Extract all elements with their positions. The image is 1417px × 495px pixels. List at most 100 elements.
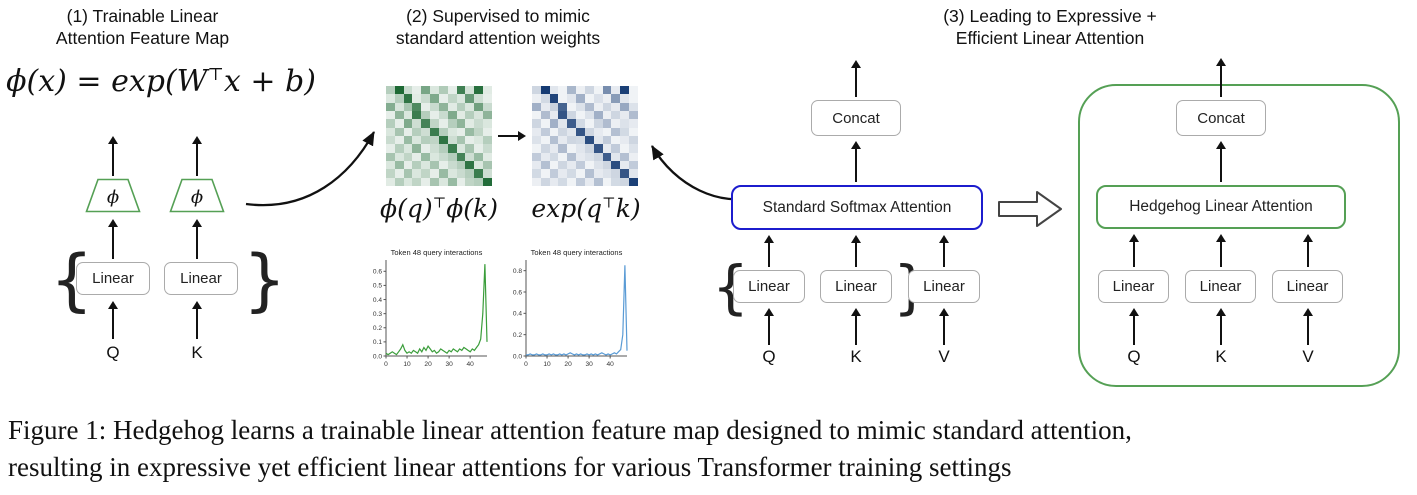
svg-text:0: 0 xyxy=(384,361,388,368)
up-arrow-icon xyxy=(851,141,861,182)
right-brace: } xyxy=(243,241,287,320)
formula-post: x + b) xyxy=(223,64,316,99)
panel1-title: (1) Trainable Linear Attention Feature M… xyxy=(30,5,255,49)
up-arrow-icon xyxy=(192,301,202,339)
linear-box-v: Linear xyxy=(908,270,980,303)
svg-text:0.0: 0.0 xyxy=(513,353,522,360)
panel2-title-line1: (2) Supervised to mimic xyxy=(406,6,590,26)
svg-text:0: 0 xyxy=(524,361,528,368)
up-arrow-icon xyxy=(851,308,861,345)
svg-text:0.6: 0.6 xyxy=(513,289,522,296)
up-arrow-icon xyxy=(1216,141,1226,182)
curved-arrow-panel1-to-panel2 xyxy=(245,131,376,207)
panel2-title: (2) Supervised to mimic standard attenti… xyxy=(358,5,638,49)
phi-label: ϕ xyxy=(191,187,203,208)
v-input-label: V xyxy=(938,347,950,366)
phi-trapezoid-q: ϕ xyxy=(85,178,141,213)
up-arrow-icon xyxy=(1216,308,1226,345)
transpose-symbol: ⊤ xyxy=(602,195,616,212)
linear-box-q: Linear xyxy=(733,270,805,303)
label-pre: ϕ(q) xyxy=(380,194,433,223)
feature-map-formula: ϕ(x) = exp(W⊤x + b) xyxy=(0,64,322,99)
query-interactions-plot-blue: Token 48 query interactions 0.0 0.2 0.4 0.6 0… xyxy=(500,246,632,377)
linear-label: Linear xyxy=(748,278,790,295)
up-arrow-icon xyxy=(939,308,949,345)
svg-text:30: 30 xyxy=(585,361,593,368)
caption-line2: resulting in expressive yet efficient li… xyxy=(8,452,1012,482)
concat-label: Concat xyxy=(1197,109,1245,127)
svg-text:0.4: 0.4 xyxy=(513,311,522,318)
up-arrow-icon xyxy=(1216,58,1226,97)
q-input-label: Q xyxy=(762,347,776,366)
up-arrow-icon xyxy=(1129,234,1139,267)
svg-text:40: 40 xyxy=(606,361,614,368)
caption-line1: Figure 1: Hedgehog learns a trainable li… xyxy=(8,415,1132,445)
panel3-title: (3) Leading to Expressive + Efficient Li… xyxy=(880,5,1220,49)
up-arrow-icon xyxy=(939,235,949,267)
k-input-label: K xyxy=(191,343,203,362)
up-arrow-icon xyxy=(108,219,118,259)
figure-caption: Figure 1: Hedgehog learns a trainable li… xyxy=(8,412,1413,486)
label-pre: exp(q xyxy=(531,194,603,223)
svg-text:Token 48 query interactions: Token 48 query interactions xyxy=(391,248,483,257)
up-arrow-icon xyxy=(1303,308,1313,345)
softmax-attention-weights-label: exp(q⊤k) xyxy=(523,194,649,223)
hedgehog-linear-attention-label: Hedgehog Linear Attention xyxy=(1129,198,1313,215)
svg-text:0.8: 0.8 xyxy=(513,268,522,275)
k-input-label: K xyxy=(1215,347,1227,366)
svg-text:0.1: 0.1 xyxy=(373,339,382,346)
panel2-title-line2: standard attention weights xyxy=(395,28,601,48)
panel1-title-line2: Attention Feature Map xyxy=(55,28,230,48)
linear-label: Linear xyxy=(923,278,965,295)
v-input-label: V xyxy=(1302,347,1314,366)
svg-text:0.6: 0.6 xyxy=(373,269,382,276)
svg-text:30: 30 xyxy=(445,361,453,368)
svg-text:0.5: 0.5 xyxy=(373,283,382,290)
standard-softmax-attention-box: Standard Softmax Attention xyxy=(731,185,983,230)
standard-softmax-attention-label: Standard Softmax Attention xyxy=(762,198,952,216)
linear-label: Linear xyxy=(835,278,877,295)
query-interactions-plot-green: Token 48 query interactions 0.0 0.1 0.2 0.3 0… xyxy=(360,246,492,377)
concat-label: Concat xyxy=(832,109,880,127)
up-arrow-icon xyxy=(764,235,774,267)
transpose-symbol: ⊤ xyxy=(432,195,447,212)
concat-box-left: Concat xyxy=(811,100,901,136)
up-arrow-icon xyxy=(108,301,118,339)
phi-trapezoid-k: ϕ xyxy=(169,178,225,213)
up-arrow-icon xyxy=(192,136,202,176)
up-arrow-icon xyxy=(851,60,861,97)
hedgehog-linear-attention-box: Hedgehog Linear Attention xyxy=(1096,185,1346,229)
q-input-label: Q xyxy=(106,343,120,362)
linear-box-k: Linear xyxy=(164,262,238,295)
attention-heatmap-green xyxy=(386,86,492,186)
concat-box-right: Concat xyxy=(1176,100,1266,136)
svg-text:20: 20 xyxy=(564,361,572,368)
label-post: k) xyxy=(615,194,641,223)
linear-box-k: Linear xyxy=(820,270,892,303)
up-arrow-icon xyxy=(1216,234,1226,267)
panel3-title-line2: Efficient Linear Attention xyxy=(955,28,1145,48)
svg-text:Token 48 query interactions: Token 48 query interactions xyxy=(531,248,623,257)
linear-attention-weights-label: ϕ(q)⊤ϕ(k) xyxy=(366,194,512,223)
panel1-title-line1: (1) Trainable Linear xyxy=(66,6,219,26)
linear-label: Linear xyxy=(92,270,134,287)
k-input-label: K xyxy=(850,347,862,366)
up-arrow-icon xyxy=(1129,308,1139,345)
svg-text:0.4: 0.4 xyxy=(373,297,382,304)
panel3-title-line1: (3) Leading to Expressive + xyxy=(943,6,1157,26)
linear-label: Linear xyxy=(1286,278,1329,295)
linear-label: Linear xyxy=(180,270,222,287)
svg-text:10: 10 xyxy=(543,361,551,368)
svg-text:40: 40 xyxy=(466,361,474,368)
linear-box-k: Linear xyxy=(1185,270,1256,303)
q-input-label: Q xyxy=(1127,347,1141,366)
label-post: ϕ(k) xyxy=(446,194,498,223)
up-arrow-icon xyxy=(1303,234,1313,267)
linear-label: Linear xyxy=(1112,278,1155,295)
linear-box-q: Linear xyxy=(76,262,150,295)
linear-label: Linear xyxy=(1199,278,1242,295)
up-arrow-icon xyxy=(764,308,774,345)
up-arrow-icon xyxy=(851,235,861,267)
hollow-right-arrow-icon xyxy=(998,191,1062,227)
